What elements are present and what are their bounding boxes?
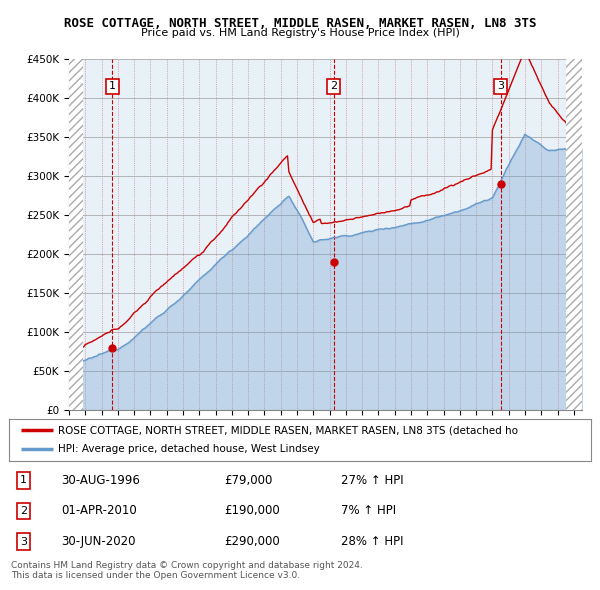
Bar <box>69 59 83 410</box>
Bar <box>566 59 582 410</box>
Text: 28% ↑ HPI: 28% ↑ HPI <box>341 535 403 548</box>
Text: 27% ↑ HPI: 27% ↑ HPI <box>341 474 403 487</box>
Bar <box>566 59 582 410</box>
Text: HPI: Average price, detached house, West Lindsey: HPI: Average price, detached house, West… <box>58 444 320 454</box>
Bar <box>69 59 83 410</box>
Text: 2: 2 <box>330 81 337 91</box>
Text: Contains HM Land Registry data © Crown copyright and database right 2024.
This d: Contains HM Land Registry data © Crown c… <box>11 560 362 580</box>
Text: £290,000: £290,000 <box>224 535 280 548</box>
Text: 3: 3 <box>497 81 504 91</box>
Text: ROSE COTTAGE, NORTH STREET, MIDDLE RASEN, MARKET RASEN, LN8 3TS: ROSE COTTAGE, NORTH STREET, MIDDLE RASEN… <box>64 17 536 30</box>
Text: 7% ↑ HPI: 7% ↑ HPI <box>341 504 396 517</box>
Text: 3: 3 <box>20 537 27 547</box>
Text: 01-APR-2010: 01-APR-2010 <box>61 504 137 517</box>
Text: £190,000: £190,000 <box>224 504 280 517</box>
Text: ROSE COTTAGE, NORTH STREET, MIDDLE RASEN, MARKET RASEN, LN8 3TS (detached ho: ROSE COTTAGE, NORTH STREET, MIDDLE RASEN… <box>58 425 518 435</box>
Text: 30-JUN-2020: 30-JUN-2020 <box>61 535 136 548</box>
Text: 1: 1 <box>20 475 27 485</box>
Text: Price paid vs. HM Land Registry's House Price Index (HPI): Price paid vs. HM Land Registry's House … <box>140 28 460 38</box>
Text: 2: 2 <box>20 506 27 516</box>
Text: 1: 1 <box>109 81 116 91</box>
Text: £79,000: £79,000 <box>224 474 273 487</box>
Text: 30-AUG-1996: 30-AUG-1996 <box>61 474 140 487</box>
